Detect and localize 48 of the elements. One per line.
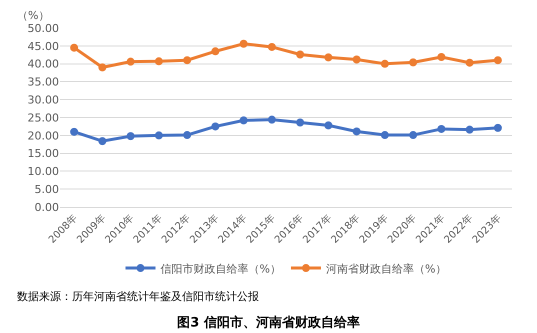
source-note: 数据来源：历年河南省统计年鉴及信阳市统计公报 <box>17 290 259 303</box>
point <box>268 42 276 51</box>
point <box>324 121 332 130</box>
point <box>183 56 192 64</box>
y-tick-label: 10.00 <box>28 165 59 178</box>
point <box>240 40 248 48</box>
y-tick-label: 15.00 <box>28 147 59 160</box>
legend-label: 河南省财政自给率（%） <box>326 262 446 276</box>
y-tick-label: 40.00 <box>28 58 59 71</box>
point <box>437 124 446 133</box>
point <box>154 57 163 66</box>
point <box>296 118 304 127</box>
legend-label: 信阳市财政自给率（%） <box>160 262 281 276</box>
text: 图3 信阳市、河南省财政自给率 <box>177 314 360 330</box>
y-tick-label: 5.00 <box>34 182 59 196</box>
point <box>98 63 106 72</box>
point <box>409 58 418 66</box>
point <box>352 127 361 136</box>
point <box>70 44 78 52</box>
point <box>409 131 418 140</box>
point <box>126 58 135 66</box>
point <box>70 128 78 136</box>
point <box>211 122 220 130</box>
point <box>268 116 276 124</box>
y-tick-label: 30.00 <box>28 93 59 106</box>
point <box>126 132 135 140</box>
point <box>154 131 163 140</box>
point <box>494 124 502 132</box>
y-tick-label: 0.00 <box>34 200 59 214</box>
point <box>296 50 304 58</box>
y-tick-label: 20.00 <box>28 129 59 142</box>
point <box>324 53 332 62</box>
point <box>240 116 248 124</box>
point <box>466 126 474 134</box>
point <box>98 137 106 146</box>
point <box>380 60 389 68</box>
point <box>380 131 389 140</box>
point <box>211 47 220 56</box>
point <box>183 131 192 140</box>
point <box>352 56 361 64</box>
y-tick-label: 50.00 <box>28 22 59 35</box>
y-tick-label: 45.00 <box>28 40 59 53</box>
point <box>437 53 446 61</box>
point <box>494 56 502 64</box>
y-tick-label: 25.00 <box>28 111 59 124</box>
y-axis-title: （%） <box>17 9 50 22</box>
y-tick-label: 35.00 <box>28 76 59 89</box>
point <box>466 58 474 67</box>
